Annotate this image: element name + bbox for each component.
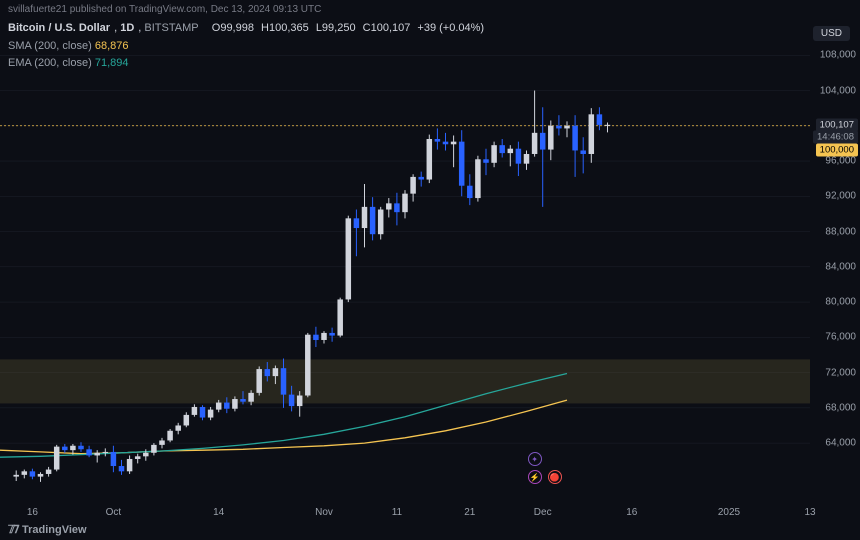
x-tick: 21 bbox=[464, 507, 475, 518]
y-tick: 72,000 bbox=[825, 367, 856, 378]
watermark: svillafuerte21 published on TradingView.… bbox=[8, 4, 321, 15]
chart-plot-area[interactable] bbox=[0, 20, 810, 496]
x-tick: Dec bbox=[534, 507, 552, 518]
y-tick: 68,000 bbox=[825, 402, 856, 413]
event-icon[interactable]: 🔴 bbox=[548, 470, 562, 484]
y-tick: 88,000 bbox=[825, 226, 856, 237]
x-tick: Oct bbox=[106, 507, 122, 518]
y-tick: 84,000 bbox=[825, 261, 856, 272]
x-tick: 11 bbox=[392, 507, 402, 518]
x-tick: 16 bbox=[626, 507, 637, 518]
y-tick: 64,000 bbox=[825, 438, 856, 449]
x-tick: 13 bbox=[804, 507, 815, 518]
x-tick: 2025 bbox=[718, 507, 740, 518]
y-tick: 76,000 bbox=[825, 332, 856, 343]
tradingview-logo: TradingView bbox=[8, 523, 87, 536]
event-icon[interactable]: ⚡ bbox=[528, 470, 542, 484]
x-tick: 16 bbox=[27, 507, 38, 518]
price-tag-time: 14:46:08 bbox=[813, 130, 858, 143]
x-axis[interactable]: 16Oct14Nov1121Dec16202513 bbox=[0, 500, 810, 518]
x-tick: 14 bbox=[213, 507, 224, 518]
y-tick: 96,000 bbox=[825, 156, 856, 167]
x-tick: Nov bbox=[315, 507, 333, 518]
chart-svg bbox=[0, 20, 810, 496]
y-tick: 108,000 bbox=[820, 50, 856, 61]
y-tick: 80,000 bbox=[825, 297, 856, 308]
y-tick: 92,000 bbox=[825, 191, 856, 202]
event-icon[interactable]: ✦ bbox=[528, 452, 542, 466]
y-tick: 104,000 bbox=[820, 85, 856, 96]
price-tag-hl: 100,000 bbox=[816, 143, 858, 156]
y-axis[interactable]: 64,000 68,000 72,000 76,000 80,000 84,000 88,0… bbox=[810, 20, 860, 496]
